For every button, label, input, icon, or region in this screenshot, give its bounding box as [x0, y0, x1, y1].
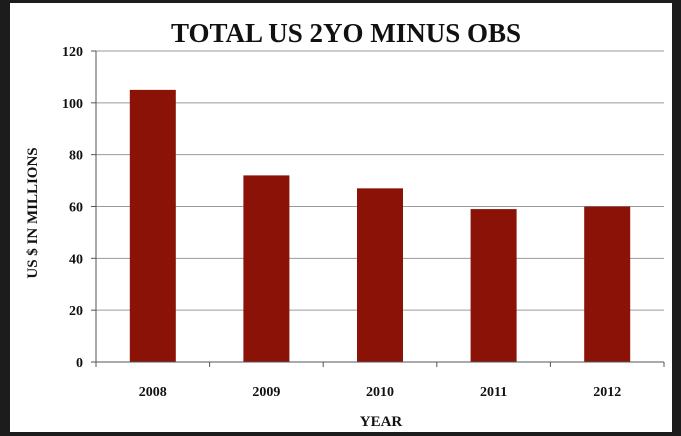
x-tick-label: 2008: [139, 385, 167, 400]
x-tick-label: 2011: [480, 385, 507, 400]
y-tick-labels: 0 20 40 60 80 100 120: [62, 45, 83, 371]
y-tick-label: 20: [69, 304, 83, 319]
gridlines: [96, 50, 664, 311]
y-tick-label: 100: [62, 97, 83, 112]
bar-2010: [357, 188, 403, 362]
y-tick-label: 120: [62, 45, 83, 60]
bar-2012: [584, 206, 631, 362]
y-tick-label: 80: [69, 149, 83, 164]
y-tick-label: 0: [76, 356, 83, 371]
x-axis-label: YEAR: [360, 414, 403, 430]
bar-2011: [470, 209, 517, 362]
x-tick-label: 2009: [252, 385, 280, 400]
x-tick-labels: 2008 2009 2010 2011 2012: [139, 385, 621, 400]
x-tick-label: 2012: [593, 385, 621, 400]
bar-2009: [243, 175, 290, 362]
bar-2008: [129, 89, 176, 362]
y-tick-label: 60: [69, 201, 83, 216]
bars: [129, 89, 631, 362]
chart-title: TOTAL US 2YO MINUS OBS: [171, 18, 521, 48]
axes: [91, 50, 665, 367]
x-tick-label: 2010: [366, 385, 394, 400]
y-axis-label: US $ IN MILLIONS: [25, 147, 41, 278]
y-tick-label: 40: [69, 252, 83, 267]
